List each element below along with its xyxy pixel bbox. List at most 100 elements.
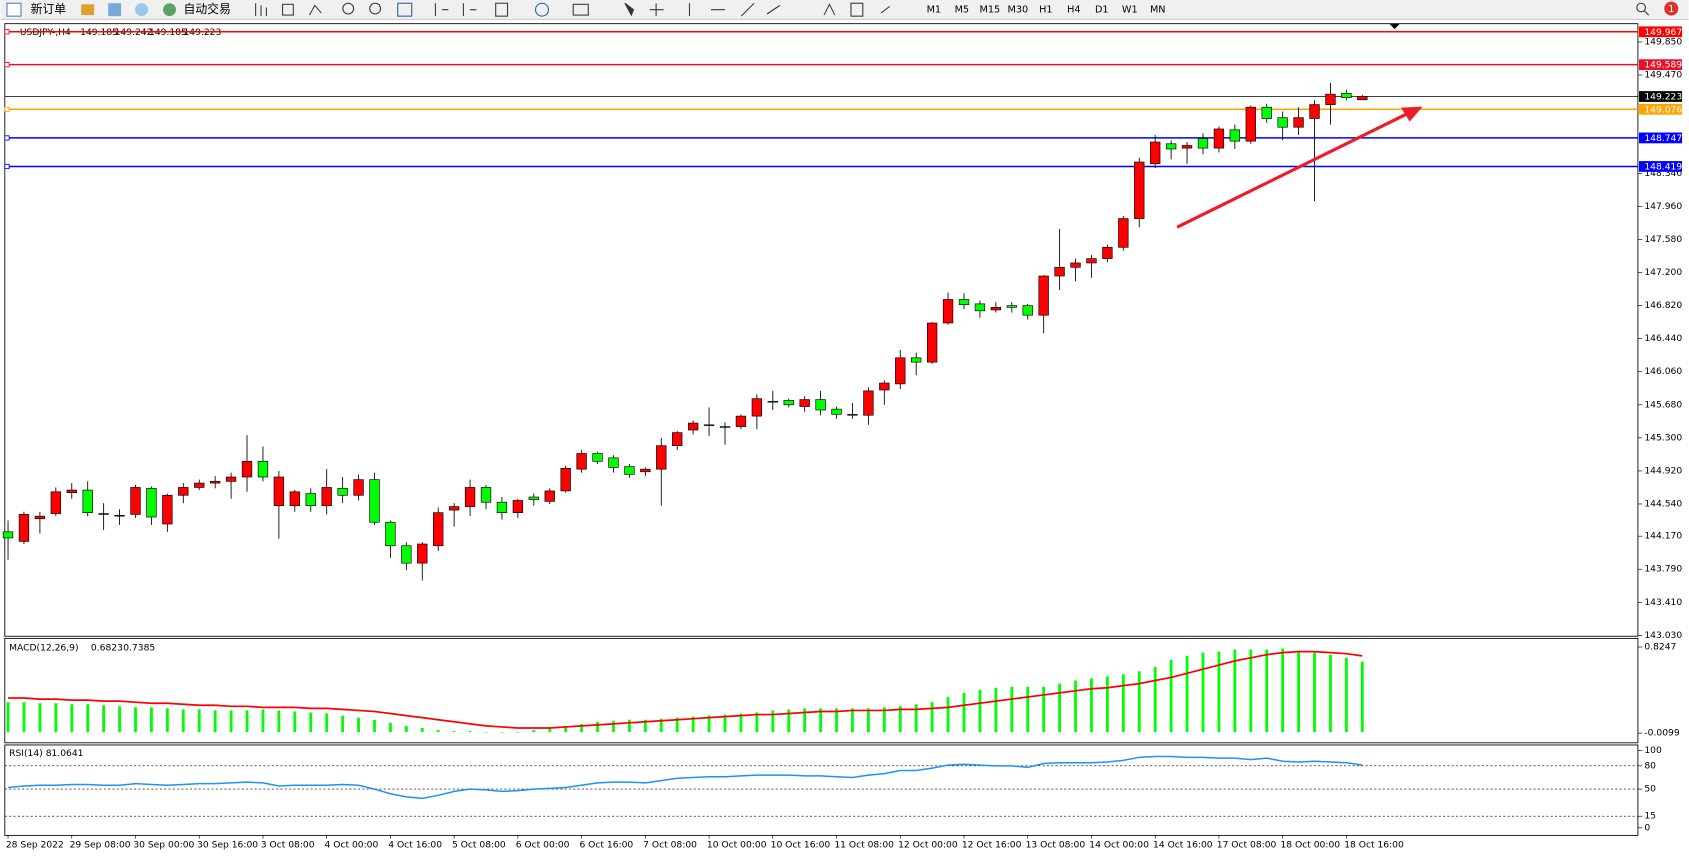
candle-body [512, 500, 524, 514]
x-tick-label: 14 Oct 16:00 [1153, 841, 1213, 851]
crosshair[interactable] [649, 3, 664, 17]
candle-body [146, 487, 157, 518]
rsi-pane [4, 744, 1639, 836]
candle-body [480, 487, 492, 503]
cursor[interactable] [624, 2, 635, 17]
auto-trading-icon[interactable] [163, 3, 176, 17]
y-tick-label: 100 [1644, 746, 1662, 756]
x-tick-label: 30 Sep 16:00 [197, 841, 258, 851]
macd-bar [38, 703, 42, 733]
macd-bar [1026, 686, 1030, 733]
timeframe-button[interactable]: M15 [980, 5, 1001, 16]
icon[interactable] [495, 2, 509, 17]
price-label: 149.967 [1644, 28, 1682, 38]
candle-body [1006, 305, 1017, 308]
candle-body [273, 476, 285, 507]
icon[interactable] [534, 2, 549, 17]
timeframe-button[interactable]: M30 [1007, 5, 1028, 16]
macd-bar [516, 732, 520, 733]
macd-bar [882, 707, 886, 733]
price-label: 148.419 [1644, 163, 1682, 173]
macd-bar [962, 692, 966, 733]
icon[interactable] [572, 3, 589, 16]
new-order-icon[interactable] [6, 2, 22, 17]
macd-bar [1074, 680, 1077, 733]
x-tick-label: 6 Oct 00:00 [516, 841, 570, 851]
icon[interactable] [688, 2, 781, 17]
macd-bar [245, 710, 249, 733]
candle-body [178, 487, 189, 496]
macd-bar [261, 709, 265, 733]
tool-icons [255, 2, 891, 17]
macd-bar [150, 707, 153, 733]
candle-body [1086, 258, 1097, 264]
x-tick-label: 3 Oct 08:00 [261, 841, 315, 851]
price-label-box [1638, 103, 1683, 115]
icon[interactable] [850, 2, 864, 17]
candle-body [990, 307, 1002, 311]
signal-line [8, 650, 1363, 729]
icon[interactable] [462, 3, 477, 17]
icon[interactable] [397, 2, 413, 17]
candle-body [385, 521, 396, 547]
icon[interactable] [108, 3, 122, 17]
macd-bar [978, 689, 982, 733]
candle-body [1022, 305, 1033, 316]
y-tick-label: 145.680 [1644, 400, 1682, 410]
timeframe-button[interactable]: M1 [927, 5, 942, 16]
auto-trading-button[interactable]: 自动交易 [184, 2, 231, 16]
candle-body [879, 382, 890, 391]
macd-bar [436, 730, 440, 733]
macd-bar [404, 725, 408, 733]
timeframe-button[interactable]: MN [1150, 5, 1166, 16]
macd-bar [1058, 683, 1061, 733]
search-icon[interactable] [1636, 2, 1646, 13]
line-handle [4, 62, 10, 68]
candle-body [2, 531, 14, 539]
timeframe-button[interactable]: H4 [1067, 5, 1080, 16]
zoom-out[interactable] [369, 2, 382, 15]
macd-bar [6, 702, 10, 733]
candle-body [1197, 138, 1209, 149]
timeframe-button[interactable]: M5 [955, 5, 970, 16]
icon[interactable] [255, 3, 267, 17]
icon[interactable] [823, 3, 836, 16]
timeframe-button[interactable]: W1 [1122, 5, 1138, 16]
icon[interactable] [308, 4, 322, 16]
toolbar-bg [0, 0, 1689, 20]
icon[interactable] [81, 4, 95, 16]
candle-body [1277, 117, 1288, 128]
macd-bar [1169, 659, 1173, 733]
timeframe-button[interactable]: D1 [1095, 5, 1109, 16]
macd-bar [1217, 651, 1221, 733]
macd-bar [277, 710, 281, 733]
macd-bar [500, 732, 504, 733]
icon[interactable] [434, 3, 449, 17]
macd-bar [293, 711, 297, 733]
macd-bar [532, 730, 536, 733]
notification-badge[interactable] [1664, 1, 1679, 16]
macd-bar [1201, 652, 1205, 733]
x-tick-label: 10 Oct 00:00 [707, 841, 767, 851]
macd-bar [1297, 650, 1300, 733]
icon[interactable] [282, 3, 294, 16]
candle-body [241, 461, 253, 478]
y-tick-label: 143.790 [1644, 565, 1682, 575]
candle-body [1038, 275, 1049, 316]
icon[interactable] [135, 3, 148, 17]
macd-bar [1010, 686, 1014, 733]
line-handle [4, 29, 10, 35]
zoom-in[interactable] [342, 2, 355, 15]
macd-bar [628, 719, 631, 733]
macd-bar [484, 732, 488, 733]
macd-bar [835, 708, 838, 733]
timeframe-button[interactable]: H1 [1039, 5, 1052, 16]
y-tick-label: 143.410 [1644, 598, 1682, 608]
new-order-button[interactable]: 新订单 [31, 2, 67, 16]
candle-body [1150, 141, 1161, 165]
icon[interactable] [880, 6, 891, 14]
x-tick-label: 7 Oct 08:00 [643, 841, 697, 851]
y-tick-label: 144.540 [1644, 499, 1682, 509]
macd-bar [851, 708, 854, 733]
current-price-label: 149.223 [1644, 93, 1682, 103]
